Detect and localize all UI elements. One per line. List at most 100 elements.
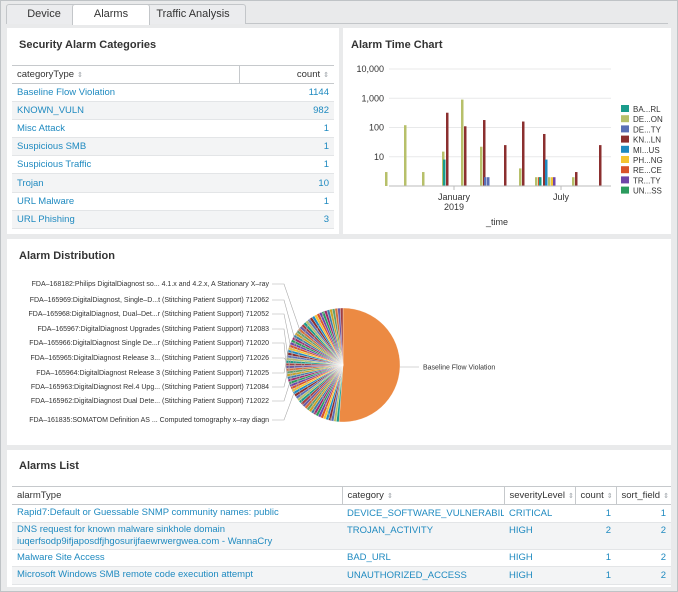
time-chart-bar[interactable] <box>551 177 554 186</box>
column-header-sort-field[interactable]: sort_field ⇕ <box>615 486 671 505</box>
sort-field-cell[interactable]: 2 <box>616 566 671 585</box>
pie-slice[interactable] <box>340 307 344 366</box>
table-row[interactable]: Microsoft Windows SMB remote code execut… <box>12 566 671 585</box>
category-count-cell[interactable]: 1144 <box>239 83 334 103</box>
alarm-type-text[interactable]: DNS request for known malware sinkhole d… <box>17 523 226 535</box>
table-row[interactable]: Misc Attack 1 <box>12 119 334 139</box>
time-chart-bar[interactable] <box>543 133 546 186</box>
pie-label[interactable]: FDA–165965:DigitalDiagnost Release 3... … <box>30 355 269 362</box>
table-row[interactable]: KNOWN_VULN 982 <box>12 101 334 121</box>
sort-field-cell[interactable]: 1 <box>616 504 671 523</box>
table-row[interactable]: Suspicious Traffic 1 <box>12 155 334 175</box>
time-chart-bar[interactable] <box>504 145 507 186</box>
category-type-cell[interactable]: Baseline Flow Violation <box>12 83 239 103</box>
legend-label[interactable]: MI...US <box>633 146 660 155</box>
column-header-alarmtype[interactable]: alarmType <box>12 486 342 505</box>
legend-label[interactable]: KN...LN <box>633 136 661 145</box>
category-count-cell[interactable]: 1 <box>239 155 334 175</box>
alarm-type-cell[interactable]: Microsoft Windows SMB remote code execut… <box>12 566 342 585</box>
count-cell[interactable]: 1 <box>575 504 616 523</box>
time-chart-bar[interactable] <box>539 177 542 186</box>
category-count-cell[interactable]: 1 <box>239 137 334 157</box>
pie-slice-main[interactable] <box>338 307 401 423</box>
pie-label[interactable]: FDA–165962:DigitalDiagnost Dual Dete... … <box>31 398 269 405</box>
pie-label[interactable]: FDA–168182:Philips DigitalDiagnost so...… <box>32 281 270 288</box>
time-chart-bar[interactable] <box>535 177 538 186</box>
column-header-categorytype[interactable]: categoryType ⇕ <box>12 65 239 84</box>
category-type-cell[interactable]: Suspicious Traffic <box>12 155 239 175</box>
category-cell[interactable]: BAD_URL <box>342 549 504 567</box>
category-count-cell[interactable]: 3 <box>239 210 334 229</box>
category-type-cell[interactable]: Misc Attack <box>12 119 239 139</box>
time-chart-bar[interactable] <box>575 172 578 186</box>
alarm-type-cell[interactable]: Malware Site Access <box>12 549 342 567</box>
tab-device[interactable]: Device <box>6 4 82 24</box>
legend-label[interactable]: TR...TY <box>633 176 661 185</box>
tab-alarms[interactable]: Alarms <box>72 4 150 25</box>
count-cell[interactable]: 1 <box>575 566 616 585</box>
legend-label[interactable]: RE...CE <box>633 166 662 175</box>
pie-label[interactable]: FDA–165963:DigitalDiagnost Rel.4 Upg... … <box>31 384 269 391</box>
severity-cell[interactable]: HIGH <box>504 549 575 567</box>
legend-label[interactable]: DE...TY <box>633 125 662 134</box>
tab-traffic-analysis[interactable]: Traffic Analysis <box>140 4 246 24</box>
category-type-cell[interactable]: Suspicious SMB <box>12 137 239 157</box>
pie-label[interactable]: FDA–165968:DigitalDiagnost, Dual–Det...r… <box>29 311 270 318</box>
pie-label[interactable]: FDA–165964:DigitalDiagnost Release 3 (St… <box>36 370 269 377</box>
time-chart-bar[interactable] <box>422 172 425 186</box>
sort-field-cell[interactable]: 2 <box>616 549 671 567</box>
pie-label[interactable]: FDA–165967:DigitalDiagnost Upgrades (Sti… <box>37 326 269 333</box>
column-header-category[interactable]: category ⇕ <box>341 486 504 505</box>
time-chart-bar[interactable] <box>553 177 556 186</box>
table-row[interactable]: Malware Site Access BAD_URL HIGH 1 2 <box>12 549 671 567</box>
time-chart-bar[interactable] <box>572 177 575 186</box>
time-chart-bar[interactable] <box>599 145 602 186</box>
category-type-cell[interactable]: URL Phishing <box>12 210 239 229</box>
alarm-type-text[interactable]: Malware Site Access <box>17 551 105 563</box>
category-type-cell[interactable]: KNOWN_VULN <box>12 101 239 121</box>
count-cell[interactable]: 2 <box>575 522 616 550</box>
category-type-cell[interactable]: Trojan <box>12 173 239 193</box>
severity-cell[interactable]: HIGH <box>504 522 575 550</box>
sort-field-cell[interactable]: 2 <box>616 522 671 550</box>
category-type-cell[interactable]: URL Malware <box>12 192 239 211</box>
category-cell[interactable]: UNAUTHORIZED_ACCESS <box>342 566 504 585</box>
legend-label[interactable]: UN...SS <box>633 187 662 196</box>
time-chart-bar[interactable] <box>545 159 548 186</box>
time-chart-bar[interactable] <box>522 121 525 186</box>
time-chart-bar[interactable] <box>443 159 446 186</box>
category-count-cell[interactable]: 982 <box>239 101 334 121</box>
alarm-type-cell[interactable]: Rapid7:Default or Guessable SNMP communi… <box>12 504 342 523</box>
category-cell[interactable]: DEVICE_SOFTWARE_VULNERABILITY <box>342 504 504 523</box>
legend-label[interactable]: PH...NG <box>633 156 663 165</box>
time-chart-bar[interactable] <box>519 168 522 186</box>
pie-label[interactable]: FDA–165969:DigitalDiagnost, Single–D...t… <box>30 297 269 304</box>
alarm-type-text[interactable]: Rapid7:Default or Guessable SNMP communi… <box>17 507 279 519</box>
count-cell[interactable]: 1 <box>575 549 616 567</box>
category-cell[interactable]: TROJAN_ACTIVITY <box>342 522 504 550</box>
legend-label[interactable]: DE...ON <box>633 115 663 124</box>
table-row[interactable]: URL Phishing 3 <box>12 210 334 229</box>
table-row[interactable]: Suspicious SMB 1 <box>12 137 334 157</box>
pie-label[interactable]: FDA–165966:DigitalDiagnost Single De...r… <box>29 340 269 347</box>
alarm-type-cell[interactable]: DNS request for known malware sinkhole d… <box>12 522 342 550</box>
time-chart-bar[interactable] <box>548 177 551 186</box>
column-header-count[interactable]: count ⇕ <box>574 486 616 505</box>
table-row[interactable]: Baseline Flow Violation 1144 <box>12 83 334 103</box>
category-count-cell[interactable]: 1 <box>239 192 334 211</box>
time-chart-bar[interactable] <box>487 177 490 186</box>
time-chart-bar[interactable] <box>385 172 388 186</box>
pie-label[interactable]: FDA–161835:SOMATOM Definition AS ... Com… <box>29 417 269 424</box>
alarm-type-text-line2[interactable]: iuqerfsodp9ifjaposdfjhgosurijfaewrwergwe… <box>17 535 273 547</box>
time-chart-bar[interactable] <box>483 120 486 186</box>
table-row[interactable]: DNS request for known malware sinkhole d… <box>12 522 671 550</box>
time-chart-bar[interactable] <box>464 126 467 186</box>
table-row[interactable]: Trojan 10 <box>12 173 334 193</box>
time-chart-bar[interactable] <box>461 99 464 186</box>
alarm-type-text[interactable]: Microsoft Windows SMB remote code execut… <box>17 569 254 581</box>
pie-label-main[interactable]: Baseline Flow Violation <box>423 364 495 371</box>
time-chart-bar[interactable] <box>484 177 487 186</box>
category-count-cell[interactable]: 10 <box>239 173 334 193</box>
column-header-severitylevel[interactable]: severityLevel ⇕ <box>503 486 575 505</box>
time-chart-bar[interactable] <box>404 125 407 186</box>
